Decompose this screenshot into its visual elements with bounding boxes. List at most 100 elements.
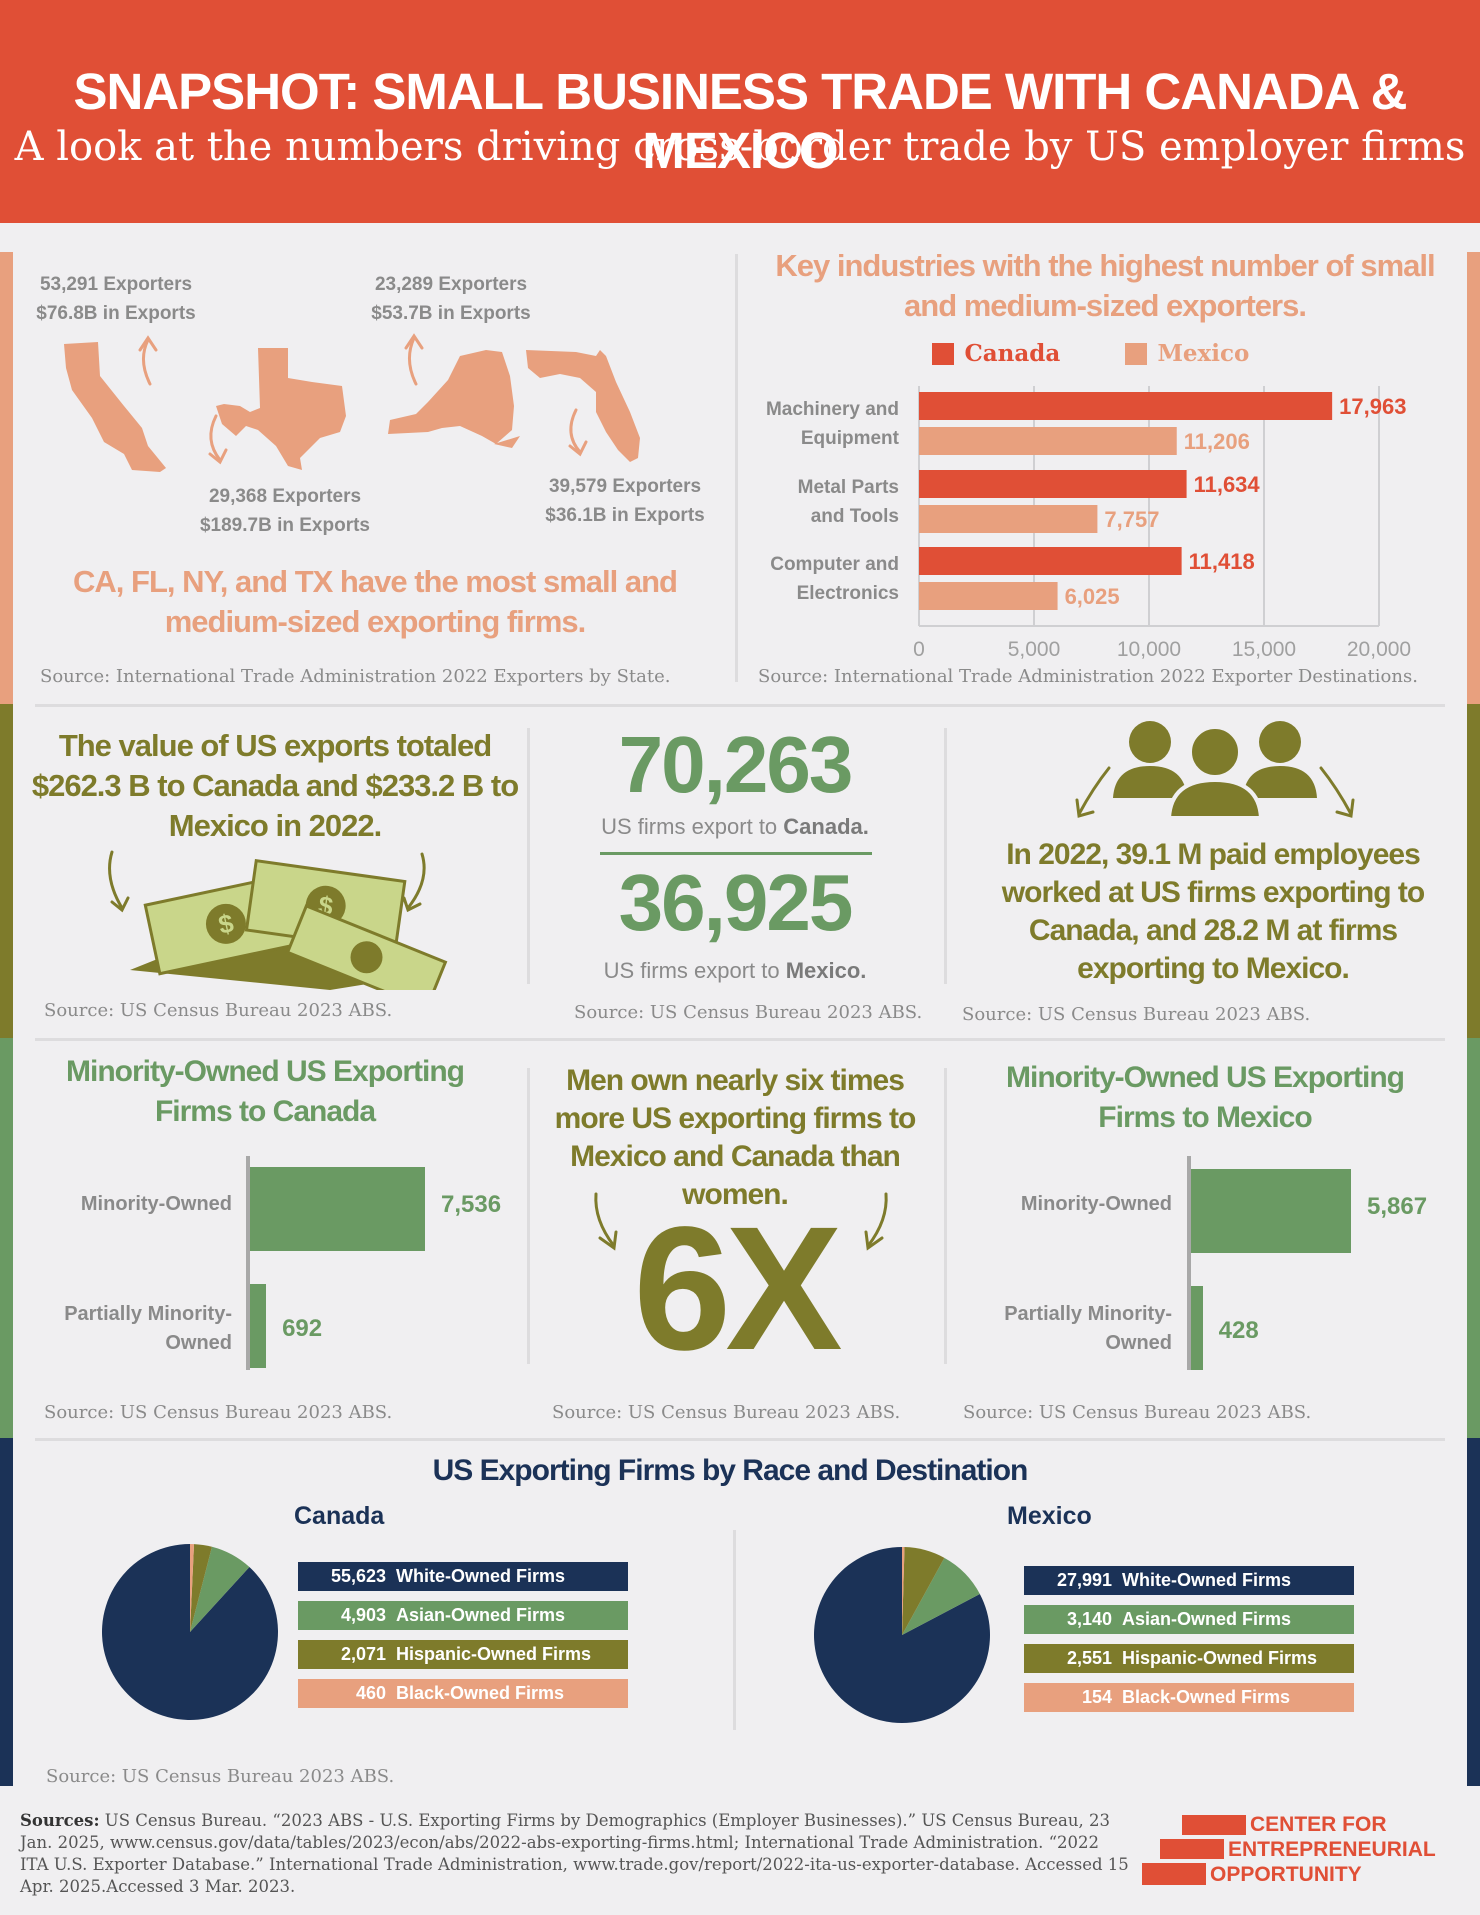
firm-counts-source: Source: US Census Bureau 2023 ABS. bbox=[574, 1002, 923, 1023]
mexico-firm-count: 36,925 bbox=[618, 858, 854, 947]
category-label: and Tools bbox=[811, 506, 899, 527]
ny-exporters: 23,289 Exporters bbox=[374, 274, 528, 295]
canada-hispanic-count: 2,071 bbox=[340, 1644, 386, 1664]
mexico-legend-hispanic: 2,551 Hispanic-Owned Firms bbox=[1024, 1644, 1354, 1673]
minority-canada-axis bbox=[246, 1156, 250, 1370]
mexico-caption-destination: Mexico. bbox=[785, 958, 867, 983]
right-stripe-olive bbox=[1467, 704, 1480, 1038]
race-mexico-heading: Mexico bbox=[1007, 1502, 1092, 1530]
industries-title: Key industries with the highest number o… bbox=[775, 248, 1435, 323]
canada-legend-hispanic: 2,071 Hispanic-Owned Firms bbox=[298, 1640, 628, 1669]
right-stripe-green bbox=[1467, 1038, 1480, 1438]
divider bbox=[35, 704, 1445, 707]
footer-sources-label: Sources: bbox=[20, 1811, 100, 1830]
mexico-white-count: 27,991 bbox=[1056, 1570, 1112, 1590]
new-york-shape bbox=[388, 350, 520, 448]
canada-black-label: Black-Owned Firms bbox=[396, 1683, 565, 1703]
minority-mexico-cat-1: Minority-Owned bbox=[1020, 1193, 1172, 1215]
minority-mexico-bar-partial bbox=[1191, 1286, 1203, 1370]
canada-caption-destination: Canada. bbox=[783, 814, 869, 839]
x-tick-label: 15,000 bbox=[1232, 638, 1296, 660]
arrow-down-icon bbox=[208, 448, 228, 465]
minority-canada-source: Source: US Census Bureau 2023 ABS. bbox=[44, 1402, 393, 1423]
divider bbox=[35, 1438, 1445, 1441]
bar-value-label: 17,963 bbox=[1339, 394, 1406, 419]
right-stripe-salmon bbox=[1467, 252, 1480, 704]
canada-race-legend: 55,623 White-Owned Firms 4,903 Asian-Owned… bbox=[298, 1562, 628, 1708]
canada-white-count: 55,623 bbox=[330, 1566, 386, 1586]
bar-canada bbox=[919, 470, 1187, 498]
gender-text: Men own nearly six times more US exporti… bbox=[554, 1064, 917, 1211]
category-label: Equipment bbox=[801, 428, 900, 449]
divider bbox=[944, 1068, 947, 1364]
canada-caption-prefix: US firms export to bbox=[601, 814, 784, 839]
employees-source: Source: US Census Bureau 2023 ABS. bbox=[962, 1004, 1311, 1025]
bar-value-label: 7,757 bbox=[1104, 507, 1159, 532]
svg-text:$: $ bbox=[216, 908, 237, 940]
left-stripe-navy bbox=[0, 1438, 13, 1786]
arrow-down-icon bbox=[569, 408, 582, 454]
arrow-down-icon bbox=[594, 1192, 616, 1248]
arrow-down-icon bbox=[568, 440, 588, 457]
bar-mexico bbox=[919, 582, 1058, 610]
cfeo-logo: CENTER FOR ENTREPRENEURIAL OPPORTUNITY bbox=[1142, 1813, 1442, 1890]
bar-mexico bbox=[919, 427, 1177, 455]
left-stripe-olive bbox=[0, 704, 13, 1038]
canada-asian-count: 4,903 bbox=[340, 1605, 386, 1625]
gender-arrows bbox=[594, 1192, 888, 1251]
canada-black-count: 460 bbox=[355, 1683, 386, 1703]
money-stack-icon: $ $ bbox=[108, 850, 448, 990]
minority-canada-bar-minority bbox=[250, 1167, 425, 1251]
canada-hispanic-label: Hispanic-Owned Firms bbox=[396, 1644, 592, 1664]
race-canada-heading: Canada bbox=[294, 1502, 385, 1530]
canada-legend-white: 55,623 White-Owned Firms bbox=[298, 1562, 628, 1591]
footer-sources: Sources: US Census Bureau. “2023 ABS - U… bbox=[20, 1810, 1130, 1898]
divider bbox=[735, 254, 738, 682]
states-source: Source: International Trade Administrati… bbox=[40, 666, 671, 687]
x-tick-label: 10,000 bbox=[1117, 638, 1181, 660]
pie-slice bbox=[102, 1544, 278, 1720]
tx-stats: 29,368 Exporters $189.7B in Exports bbox=[195, 482, 375, 540]
pie-slice bbox=[902, 1557, 980, 1635]
texas-shape bbox=[216, 348, 346, 470]
mexico-legend-black: 154 Black-Owned Firms bbox=[1024, 1683, 1354, 1712]
bar-mexico bbox=[919, 505, 1098, 533]
legend-swatch-mexico bbox=[1125, 342, 1147, 365]
legend-swatch-canada bbox=[932, 342, 954, 365]
mexico-asian-label: Asian-Owned Firms bbox=[1122, 1609, 1292, 1629]
minority-mexico-value-minority: 5,867 bbox=[1367, 1193, 1428, 1220]
logo-line-2: ENTREPRENEURIAL bbox=[1228, 1838, 1436, 1861]
canada-legend-black: 460 Black-Owned Firms bbox=[298, 1679, 628, 1708]
fl-stats: 39,579 Exporters $36.1B in Exports bbox=[540, 472, 710, 530]
header-banner bbox=[0, 0, 1480, 223]
logo-line-3: OPPORTUNITY bbox=[1210, 1863, 1362, 1886]
mexico-firm-caption: US firms export to Mexico. bbox=[545, 958, 925, 984]
arrow-down-icon bbox=[209, 414, 222, 462]
gender-6x: 6X bbox=[633, 1191, 842, 1387]
mexico-legend-white: 27,991 White-Owned Firms bbox=[1024, 1566, 1354, 1595]
fl-exporters: 39,579 Exporters bbox=[548, 476, 702, 497]
logo-line-1: CENTER FOR bbox=[1250, 1813, 1387, 1836]
canada-firm-caption: US firms export to Canada. bbox=[545, 814, 925, 840]
minority-mexico-source: Source: US Census Bureau 2023 ABS. bbox=[963, 1402, 1312, 1423]
minority-canada-bar-partial bbox=[250, 1284, 267, 1368]
minority-mexico-title: Minority-Owned US Exporting Firms to Mex… bbox=[1006, 1061, 1405, 1134]
exports-source: Source: US Census Bureau 2023 ABS. bbox=[44, 1000, 393, 1021]
race-source: Source: US Census Bureau 2023 ABS. bbox=[46, 1766, 395, 1787]
mexico-hispanic-label: Hispanic-Owned Firms bbox=[1122, 1648, 1318, 1668]
fl-exports: $36.1B in Exports bbox=[545, 505, 705, 526]
canada-race-pie bbox=[102, 1544, 278, 1720]
category-label: Electronics bbox=[797, 583, 899, 604]
legend-mexico: Mexico bbox=[1125, 340, 1249, 367]
legend-label-canada: Canada bbox=[964, 340, 1061, 367]
pie-slice bbox=[190, 1544, 195, 1632]
x-tick-label: 5,000 bbox=[1008, 638, 1061, 660]
canada-firm-count: 70,263 bbox=[618, 720, 854, 809]
firm-count-divider bbox=[600, 852, 872, 855]
ca-stats: 53,291 Exporters $76.8B in Exports bbox=[28, 270, 204, 328]
california-shape bbox=[64, 342, 166, 472]
divider bbox=[35, 1038, 1445, 1041]
minority-canada-value-partial: 692 bbox=[282, 1315, 323, 1342]
exports-value-text: The value of US exports totaled $262.3 B… bbox=[31, 728, 519, 843]
legend-canada: Canada bbox=[932, 340, 1061, 367]
